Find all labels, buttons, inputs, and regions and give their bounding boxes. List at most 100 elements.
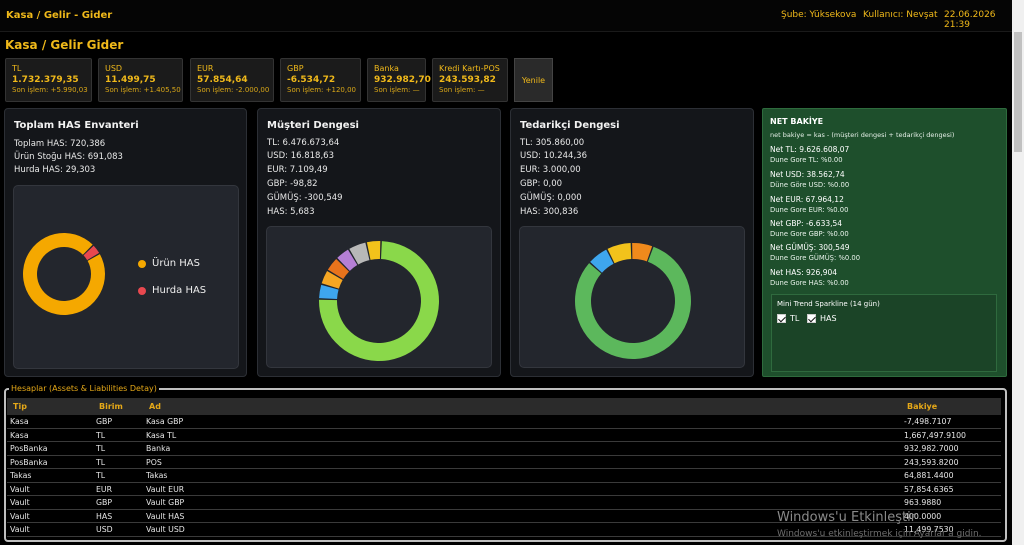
checkbox-has[interactable]: HAS xyxy=(807,314,837,323)
net-usd: Net USD: 38.562,74 xyxy=(770,170,845,179)
panel-title: Toplam HAS Envanteri xyxy=(14,120,139,131)
checkbox-label: HAS xyxy=(820,314,837,323)
supplier-donut-chart xyxy=(575,243,691,359)
currency-card-tl[interactable]: TL 1.732.379,35 Son işlem: +5.990,03 xyxy=(5,58,92,102)
column-header-unit[interactable]: Birim xyxy=(99,402,123,411)
cell-name: POS xyxy=(146,457,162,467)
cell-type: PosBanka xyxy=(10,457,48,467)
customer-balance-panel: Müşteri Dengesi TL: 6.476.673,64 USD: 16… xyxy=(257,108,501,377)
sparkline-box: Mini Trend Sparkline (14 gün) TL HAS xyxy=(771,294,997,372)
net-balance-title: NET BAKİYE xyxy=(770,117,824,126)
cell-name: Kasa TL xyxy=(146,430,177,440)
currency-card-eur[interactable]: EUR 57.854,64 Son işlem: -2.000,00 xyxy=(190,58,274,102)
cell-balance: 932,982.7000 xyxy=(904,444,959,453)
cell-type: Kasa xyxy=(10,417,29,426)
scrollbar-thumb[interactable] xyxy=(1014,32,1022,152)
currency-card-usd[interactable]: USD 11.499,75 Son işlem: +1.405,50 xyxy=(98,58,183,102)
table-row[interactable]: Vault EUR Vault EUR 57,854.6365 xyxy=(7,483,1001,496)
net-balance-formula: net bakiye = kas - (müşteri dengesi + te… xyxy=(770,131,955,139)
currency-name: TL xyxy=(12,64,22,73)
column-header-name[interactable]: Ad xyxy=(149,402,161,411)
legend-dot xyxy=(138,286,146,295)
supplier-eur: EUR: 3.000,00 xyxy=(520,165,581,175)
cell-balance: 1,667,497.9100 xyxy=(904,430,967,440)
cell-type: Kasa xyxy=(10,430,29,440)
cell-balance: 64,881.4400 xyxy=(904,471,954,480)
page-title: Kasa / Gelir Gider xyxy=(5,38,124,52)
refresh-button[interactable]: Yenile xyxy=(514,58,553,102)
net-gbp-compare: Dune Gore GBP: %0.00 xyxy=(770,230,849,238)
cell-unit: GBP xyxy=(96,498,113,507)
donut-slice-2 xyxy=(607,243,632,264)
table-row[interactable]: PosBanka TL Banka 932,982.7000 xyxy=(7,442,1001,456)
currency-last-transaction: Son işlem: +1.405,50 xyxy=(105,86,181,94)
panel-title: Müşteri Dengesi xyxy=(267,120,359,131)
cell-type: Takas xyxy=(10,471,32,480)
donut-slice-1 xyxy=(590,249,614,273)
has-total: Toplam HAS: 720,386 xyxy=(14,139,106,149)
checkbox-checked-icon[interactable] xyxy=(777,314,786,323)
customer-has: HAS: 5,683 xyxy=(267,207,315,217)
currency-card-pos[interactable]: Kredi Kartı-POS 243.593,82 Son işlem: — xyxy=(432,58,508,102)
currency-last-transaction: Son işlem: +5.990,03 xyxy=(12,86,88,94)
has-donut-chart xyxy=(22,233,105,315)
has-scrap: Hurda HAS: 29,303 xyxy=(14,165,96,175)
cell-unit: HAS xyxy=(96,511,113,521)
supplier-balance-panel: Tedarikçi Dengesi TL: 305.860,00 USD: 10… xyxy=(510,108,754,377)
cell-balance: 400.0000 xyxy=(904,511,942,521)
currency-value: 243.593,82 xyxy=(439,75,496,85)
cell-name: Vault GBP xyxy=(146,498,185,507)
column-header-balance[interactable]: Bakiye xyxy=(907,402,938,411)
cell-type: PosBanka xyxy=(10,444,48,453)
table-row[interactable]: Vault USD Vault USD 11,499.7530 xyxy=(7,523,1001,537)
table-row[interactable]: Kasa GBP Kasa GBP -7,498.7107 xyxy=(7,415,1001,429)
table-row[interactable]: Takas TL Takas 64,881.4400 xyxy=(7,469,1001,483)
cell-balance: 243,593.8200 xyxy=(904,457,959,467)
column-header-type[interactable]: Tip xyxy=(13,402,27,411)
cell-balance: 963.9880 xyxy=(904,498,942,507)
legend-item-product-has: Ürün HAS xyxy=(138,258,200,269)
currency-card-bank[interactable]: Banka 932.982,70 Son işlem: — xyxy=(367,58,431,102)
cell-balance: 11,499.7530 xyxy=(904,525,954,534)
net-has-compare: Dune Gore HAS: %0.00 xyxy=(770,279,849,287)
currency-value: 11.499,75 xyxy=(105,75,156,85)
customer-chart-area xyxy=(266,226,492,368)
cell-name: Vault USD xyxy=(146,525,185,534)
table-row[interactable]: PosBanka TL POS 243,593.8200 xyxy=(7,456,1001,469)
currency-name: USD xyxy=(105,64,123,73)
supplier-gbp: GBP: 0,00 xyxy=(520,179,563,189)
has-chart-area: Ürün HAS Hurda HAS xyxy=(13,185,239,369)
table-row[interactable]: Kasa TL Kasa TL 1,667,497.9100 xyxy=(7,429,1001,442)
app-title: Kasa / Gelir - Gider xyxy=(6,10,113,21)
cell-unit: TL xyxy=(96,471,106,480)
table-body: Kasa GBP Kasa GBP -7,498.7107 Kasa TL Kasa TL 1… xyxy=(7,415,1001,537)
checkbox-checked-icon[interactable] xyxy=(807,314,816,323)
customer-usd: USD: 16.818,63 xyxy=(267,151,334,161)
legend-label: Hurda HAS xyxy=(152,285,207,296)
cell-balance: -7,498.7107 xyxy=(904,417,952,426)
supplier-has: HAS: 300,836 xyxy=(520,207,579,217)
customer-donut-chart xyxy=(319,241,439,361)
table-header: Tip Birim Ad Bakiye xyxy=(7,398,1001,415)
customer-silver: GÜMÜŞ: -300,549 xyxy=(267,193,343,203)
cell-unit: TL xyxy=(96,444,106,453)
windows-activation-text: Windows'u etkinleştirmek için Ayarlar'a … xyxy=(777,529,982,539)
currency-value: 932.982,70 xyxy=(374,75,431,85)
currency-card-gbp[interactable]: GBP -6.534,72 Son işlem: +120,00 xyxy=(280,58,361,102)
cell-unit: USD xyxy=(96,525,113,534)
cell-unit: EUR xyxy=(96,484,113,494)
donut-slice-5 xyxy=(349,242,370,265)
cell-name: Takas xyxy=(146,471,168,480)
net-eur: Net EUR: 67.964,12 xyxy=(770,195,844,204)
currency-last-transaction: Son işlem: — xyxy=(374,86,420,94)
accounts-table: Tip Birim Ad Bakiye Kasa GBP Kasa GBP -7,49… xyxy=(7,398,1001,537)
customer-gbp: GBP: -98,82 xyxy=(267,179,318,189)
table-row[interactable]: Vault GBP Vault GBP 963.9880 xyxy=(7,496,1001,510)
table-row[interactable]: Vault HAS Vault HAS 400.0000 xyxy=(7,510,1001,523)
currency-last-transaction: Son işlem: +120,00 xyxy=(287,86,356,94)
top-bar: Kasa / Gelir - Gider Şube: Yüksekova Kul… xyxy=(0,0,1012,32)
cell-unit: TL xyxy=(96,457,106,467)
net-balance-panel: NET BAKİYE net bakiye = kas - (müşteri d… xyxy=(762,108,1007,377)
checkbox-tl[interactable]: TL xyxy=(777,314,799,323)
currency-name: GBP xyxy=(287,64,304,73)
